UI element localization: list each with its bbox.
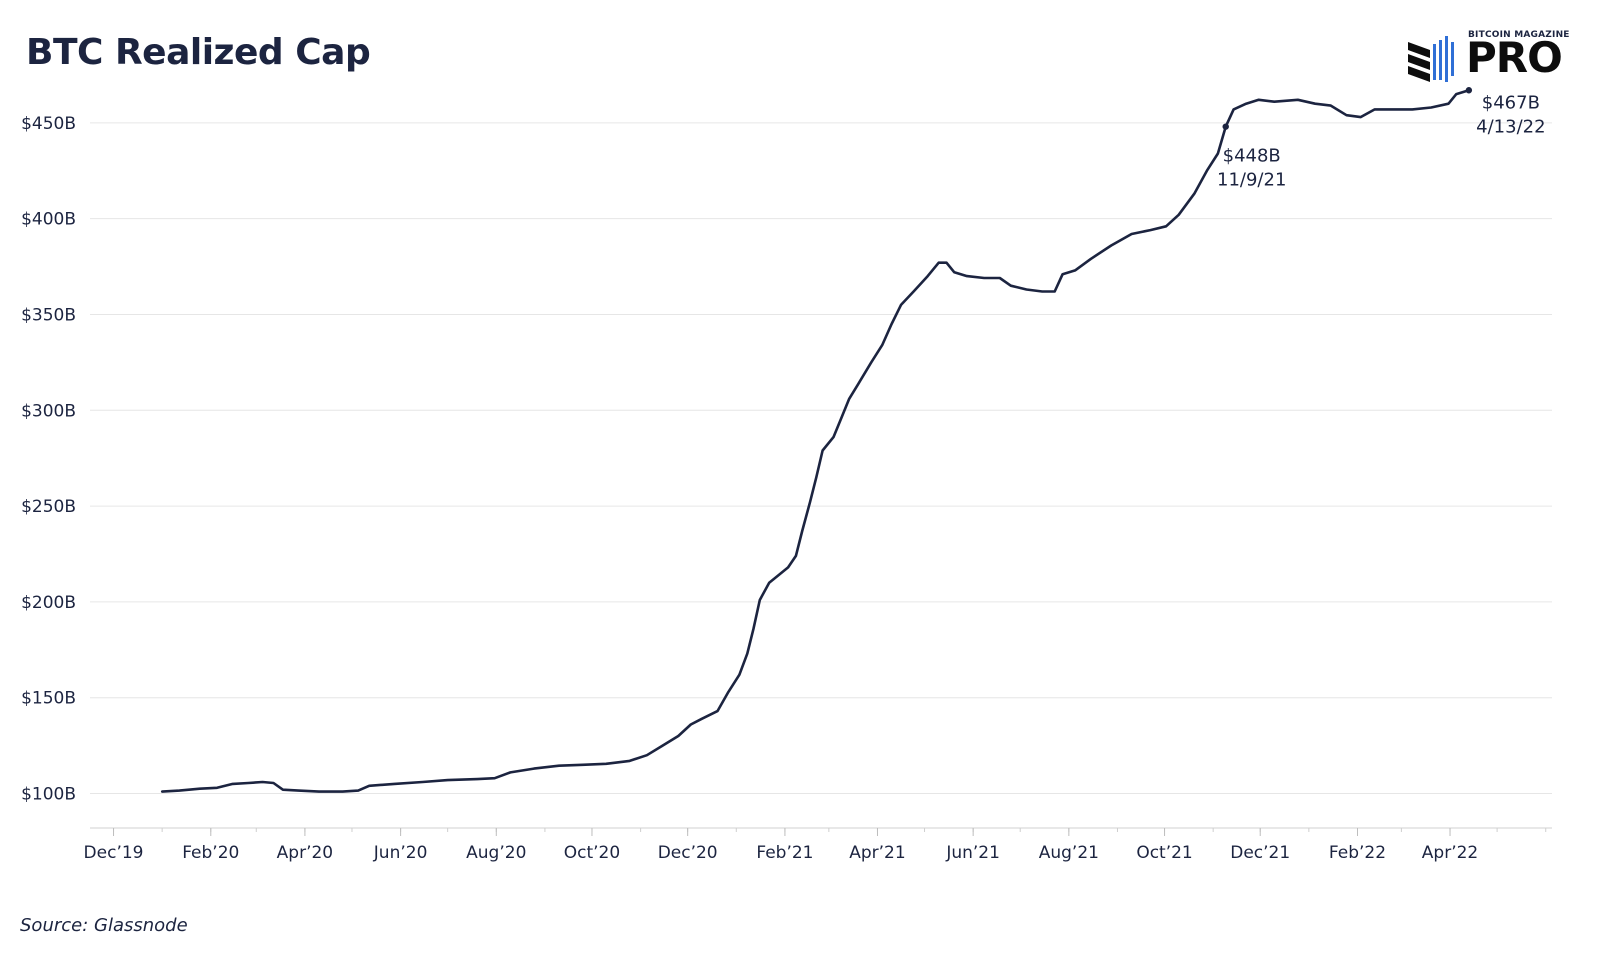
annotation-point [1222,123,1229,130]
logo-mark-icon [1408,36,1454,82]
x-tick-label: Feb’20 [182,843,239,863]
x-tick-label: Jun’20 [373,843,428,863]
x-tick-label: Apr’22 [1422,843,1478,863]
x-tick-label: Apr’21 [849,843,905,863]
annotation-layer: $448B 11/9/21 $467B 4/13/22 [1217,87,1546,191]
y-tick-label: $350B [21,305,76,325]
logo-big-text: PRO [1466,33,1563,82]
x-tick-label: Dec’20 [658,843,718,863]
chart-title: BTC Realized Cap [26,32,371,73]
x-tick-label: Dec’21 [1230,843,1290,863]
y-tick-label: $200B [21,593,76,613]
grid-layer [90,122,1552,795]
y-tick-label: $150B [21,689,76,709]
bitcoin-magazine-pro-logo: BITCOIN MAGAZINE PRO [1408,30,1588,86]
source-note: Source: Glassnode [20,915,188,936]
annotation-date: 4/13/22 [1476,116,1545,137]
x-tick-label: Oct’20 [564,843,620,863]
line-layer [160,89,1471,793]
annotation-date: 11/9/21 [1217,170,1286,191]
annotation-point [1465,87,1473,94]
y-tick-label: $100B [21,785,76,805]
x-tick-label: Dec’19 [84,843,144,863]
y-tick-label: $250B [21,497,76,517]
y-tick-label: $300B [21,401,76,421]
annotation-value: $467B [1482,92,1540,113]
axis-layer: $100B $150B $200B $250B $300B $350B $400B $450B… [21,114,1552,863]
annotation-value: $448B [1223,146,1281,167]
x-tick-label: Apr’20 [277,843,333,863]
series-line [160,89,1471,793]
y-tick-label: $450B [21,114,76,134]
x-tick-label: Feb’22 [1329,843,1386,863]
x-tick-label: Aug’21 [1039,843,1099,863]
y-tick-label: $400B [21,210,76,230]
logo-small-text: BITCOIN MAGAZINE [1468,30,1570,40]
x-tick-label: Feb’21 [756,843,813,863]
x-tick-label: Oct’21 [1136,843,1192,863]
x-tick-label: Aug’20 [466,843,526,863]
x-tick-label: Jun’21 [945,843,1000,863]
